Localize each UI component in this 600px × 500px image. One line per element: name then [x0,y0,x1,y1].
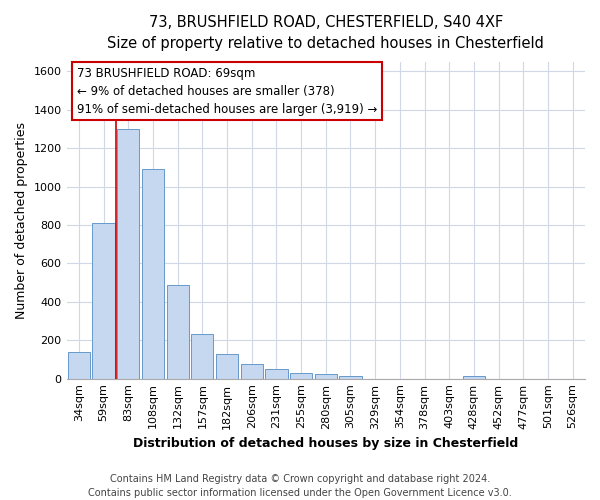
Bar [265,369,287,378]
Bar [241,364,263,378]
Bar [167,284,189,378]
X-axis label: Distribution of detached houses by size in Chesterfield: Distribution of detached houses by size … [133,437,518,450]
Bar [142,170,164,378]
Bar [191,334,214,378]
Bar [314,374,337,378]
Y-axis label: Number of detached properties: Number of detached properties [15,122,28,319]
Bar [92,223,115,378]
Bar [290,373,312,378]
Bar [340,376,362,378]
Bar [68,352,90,378]
Text: Contains HM Land Registry data © Crown copyright and database right 2024.
Contai: Contains HM Land Registry data © Crown c… [88,474,512,498]
Bar [463,376,485,378]
Bar [216,354,238,378]
Text: 73 BRUSHFIELD ROAD: 69sqm
← 9% of detached houses are smaller (378)
91% of semi-: 73 BRUSHFIELD ROAD: 69sqm ← 9% of detach… [77,66,377,116]
Title: 73, BRUSHFIELD ROAD, CHESTERFIELD, S40 4XF
Size of property relative to detached: 73, BRUSHFIELD ROAD, CHESTERFIELD, S40 4… [107,15,544,51]
Bar [117,129,139,378]
